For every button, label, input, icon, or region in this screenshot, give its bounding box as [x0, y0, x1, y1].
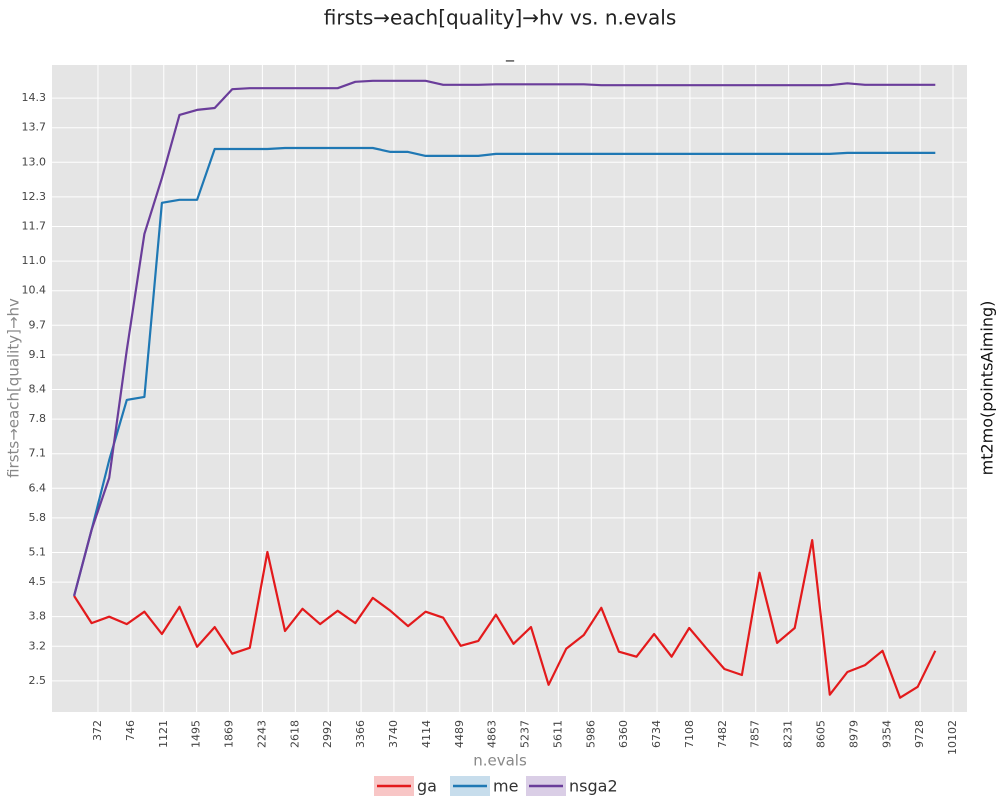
legend-item: ga [374, 776, 437, 796]
y-tick-label: 11.0 [22, 254, 47, 267]
x-tick-label: 1121 [157, 720, 170, 748]
x-tick-label: 3366 [354, 720, 367, 748]
y-axis-label: firsts→each[quality]→hv [5, 298, 23, 478]
x-tick-label: 6360 [617, 720, 630, 748]
series-line [73, 539, 937, 699]
x-tick-label: 746 [124, 720, 137, 741]
x-tick-label: 2243 [255, 720, 268, 748]
legend-label: nsga2 [569, 777, 618, 796]
x-tick-label: 2992 [321, 720, 334, 748]
y-tick-label: 5.1 [29, 545, 47, 558]
x-tick-label: 1495 [190, 720, 203, 748]
x-tick-label: 5237 [518, 720, 531, 748]
x-tick-label: 8231 [782, 720, 795, 748]
x-tick-label: 372 [91, 720, 104, 741]
series-line [73, 79, 936, 597]
y-tick-label: 9.7 [29, 318, 47, 331]
facet-label: mt2mo(pointsAiming) [978, 301, 997, 476]
y-tick-label: 10.4 [22, 284, 47, 297]
y-tick-label: 12.3 [22, 190, 47, 203]
y-tick-label: 7.1 [29, 447, 47, 460]
y-tick-label: 4.5 [29, 575, 47, 588]
legend-label: ga [417, 777, 437, 796]
x-tick-label: 2618 [288, 720, 301, 748]
y-tick-label: 13.0 [22, 155, 47, 168]
x-tick-label: 7108 [683, 720, 696, 748]
x-tick-label: 9728 [913, 720, 926, 748]
chart-subtitle: _ [505, 43, 515, 63]
legend-item: me [450, 776, 518, 796]
legend-item: nsga2 [526, 776, 618, 796]
x-tick-label: 10102 [946, 720, 959, 755]
y-tick-label: 7.8 [29, 412, 47, 425]
plot-background [52, 65, 967, 712]
y-tick-label: 3.8 [29, 610, 47, 623]
x-tick-label: 8979 [847, 720, 860, 748]
x-tick-label: 5986 [584, 720, 597, 748]
series-line [73, 146, 936, 597]
legend-label: me [493, 777, 518, 796]
y-tick-label: 14.3 [22, 91, 47, 104]
y-tick-label: 6.4 [29, 481, 47, 494]
y-tick-label: 9.1 [29, 348, 47, 361]
x-tick-label: 1869 [223, 720, 236, 748]
x-tick-label: 4114 [420, 720, 433, 748]
x-tick-label: 6734 [650, 720, 663, 748]
x-axis-label: n.evals [473, 752, 527, 770]
x-tick-label: 5611 [551, 720, 564, 748]
y-tick-label: 11.7 [22, 220, 47, 233]
x-tick-label: 9354 [880, 720, 893, 748]
x-tick-label: 7857 [749, 720, 762, 748]
x-tick-label: 4489 [453, 720, 466, 748]
chart-title: firsts→each[quality]→hv vs. n.evals [324, 6, 677, 30]
y-tick-label: 13.7 [22, 121, 47, 134]
y-tick-label: 3.2 [29, 639, 47, 652]
x-tick-label: 3740 [387, 720, 400, 748]
y-tick-label: 5.8 [29, 511, 47, 524]
y-tick-label: 2.5 [29, 674, 47, 687]
x-tick-label: 4863 [486, 720, 499, 748]
y-tick-label: 8.4 [29, 382, 47, 395]
x-tick-label: 7482 [716, 720, 729, 748]
x-tick-label: 8605 [814, 720, 827, 748]
